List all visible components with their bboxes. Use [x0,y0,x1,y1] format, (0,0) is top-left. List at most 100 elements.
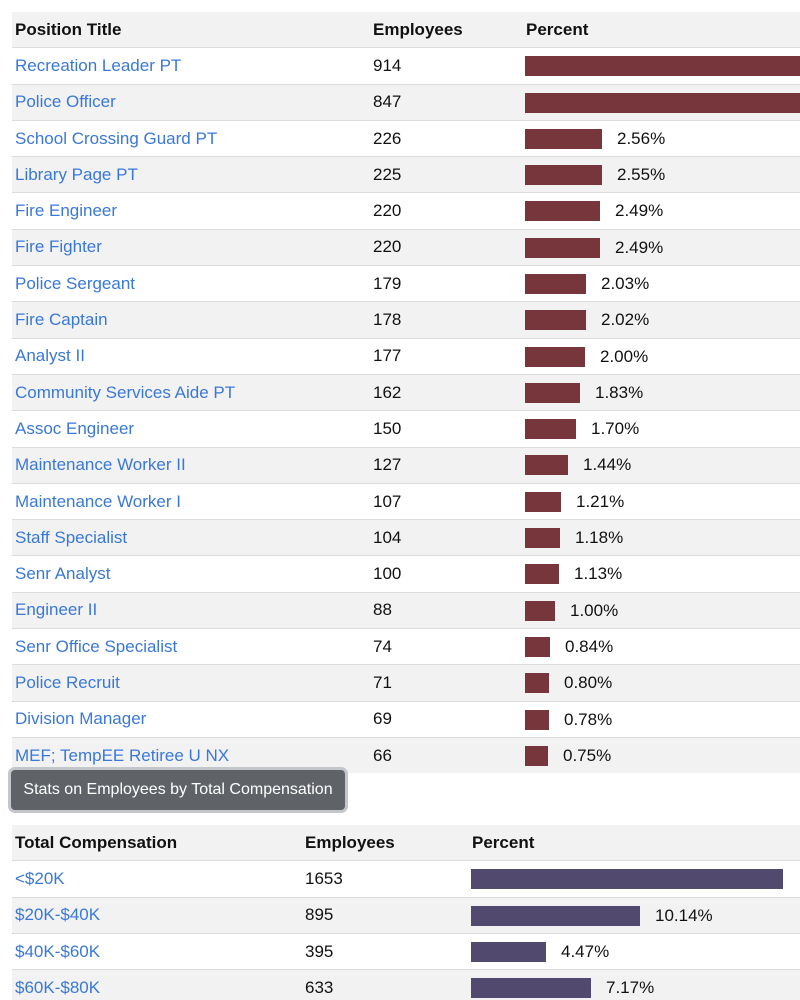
percent-cell: 0.75% [523,736,800,774]
title-cell: Assoc Engineer [12,410,370,448]
employees-cell: 220 [370,192,523,230]
percent-cell [469,860,800,898]
title-link[interactable]: Fire Captain [15,310,108,330]
title-link[interactable]: <$20K [15,868,65,888]
title-link[interactable]: Division Manager [15,709,147,729]
title-link[interactable]: Maintenance Worker I [15,491,181,511]
title-link[interactable]: Recreation Leader PT [15,55,182,75]
employees-cell: 71 [370,664,523,702]
percent-bar [525,673,549,694]
title-cell: Engineer II [12,591,370,629]
table-row: Police Officer 847 [12,83,800,121]
employees-cell: 178 [370,301,523,339]
title-cell: Recreation Leader PT [12,47,370,85]
table-row: Engineer II 88 1.00% [12,591,800,629]
employees-cell: 162 [370,373,523,411]
percent-cell: 2.56% [523,119,800,157]
title-link[interactable]: Police Officer [15,92,116,112]
percent-cell: 1.21% [523,482,800,520]
employees-cell: 74 [370,628,523,665]
percent-bar [525,273,586,294]
title-link[interactable]: Maintenance Worker II [15,455,186,475]
employees-cell: 847 [370,83,523,121]
percent-cell: 7.17% [469,969,800,1000]
percent-label: 2.03% [601,273,650,293]
employees-cell: 88 [370,591,523,629]
percent-cell: 2.55% [523,156,800,193]
title-cell: Community Services Aide PT [12,373,370,411]
title-cell: Staff Specialist [12,519,370,556]
percent-bar [471,869,783,890]
title-link[interactable]: Assoc Engineer [15,418,135,438]
title-link[interactable]: Library Page PT [15,164,138,184]
percent-bar [525,528,560,549]
title-link[interactable]: Engineer II [15,600,98,620]
title-link[interactable]: Senr Office Specialist [15,636,178,656]
title-cell: Senr Analyst [12,555,370,593]
percent-bar [525,564,559,585]
title-cell: Fire Captain [12,301,370,339]
title-cell: Library Page PT [12,156,370,193]
title-cell: $40K-$60K [12,932,302,970]
title-link[interactable]: Staff Specialist [15,527,128,547]
percent-cell: 0.80% [523,664,800,702]
table-row: Fire Fighter 220 2.49% [12,228,800,266]
table-row: Police Recruit 71 0.80% [12,664,800,702]
title-link[interactable]: Community Services Aide PT [15,382,236,402]
table-row: Staff Specialist 104 1.18% [12,519,800,556]
percent-cell: 10.14% [469,896,800,934]
employees-cell: 104 [370,519,523,556]
title-cell: Police Sergeant [12,265,370,302]
percent-label: 7.17% [606,978,655,998]
employees-cell: 127 [370,446,523,484]
percent-label: 2.49% [615,201,664,221]
title-cell: Maintenance Worker I [12,482,370,520]
header-total-compensation: Total Compensation [12,825,302,861]
percent-cell: 2.00% [523,337,800,375]
title-link[interactable]: $60K-$80K [15,977,101,997]
percent-cell: 1.83% [523,373,800,411]
title-link[interactable]: $20K-$40K [15,905,101,925]
employees-cell: 633 [302,969,469,1000]
percent-cell: 1.18% [523,519,800,556]
title-cell: $20K-$40K [12,896,302,934]
percent-bar [525,201,600,222]
percent-label: 1.70% [591,419,640,439]
percent-cell: 1.70% [523,410,800,448]
percent-label: 0.75% [563,745,612,765]
employees-cell: 69 [370,700,523,738]
title-cell: Fire Fighter [12,228,370,266]
title-link[interactable]: Analyst II [15,346,85,366]
employees-cell: 100 [370,555,523,593]
title-link[interactable]: Police Recruit [15,672,120,692]
title-link[interactable]: $40K-$60K [15,941,101,961]
employees-cell: 177 [370,337,523,375]
percent-cell: 2.49% [523,228,800,266]
percent-bar [525,491,561,512]
employees-cell: 226 [370,119,523,157]
title-link[interactable]: Fire Fighter [15,237,102,257]
employees-cell: 225 [370,156,523,193]
percent-bar [525,56,800,77]
percent-cell: 0.78% [523,700,800,738]
title-link[interactable]: Police Sergeant [15,273,136,293]
title-link[interactable]: School Crossing Guard PT [15,128,218,148]
table-row: Maintenance Worker I 107 1.21% [12,482,800,520]
percent-cell [523,83,800,121]
table-row: <$20K 1653 [12,860,800,898]
table-row: $60K-$80K 633 7.17% [12,969,800,1000]
percent-bar [525,636,550,657]
employees-cell: 220 [370,228,523,266]
header-row: Position Title Employees Percent [12,12,800,48]
percent-bar [525,128,602,149]
title-cell: Police Officer [12,83,370,121]
title-link[interactable]: Fire Engineer [15,201,118,221]
title-link[interactable]: Senr Analyst [15,564,111,584]
percent-bar [525,165,602,186]
title-link[interactable]: MEF; TempEE Retiree U NX [15,745,230,765]
percent-bar [525,237,600,258]
percent-cell: 0.84% [523,628,800,665]
stats-by-compensation-button[interactable]: Stats on Employees by Total Compensation [8,767,348,813]
table-row: Analyst II 177 2.00% [12,337,800,375]
title-cell: $60K-$80K [12,969,302,1000]
